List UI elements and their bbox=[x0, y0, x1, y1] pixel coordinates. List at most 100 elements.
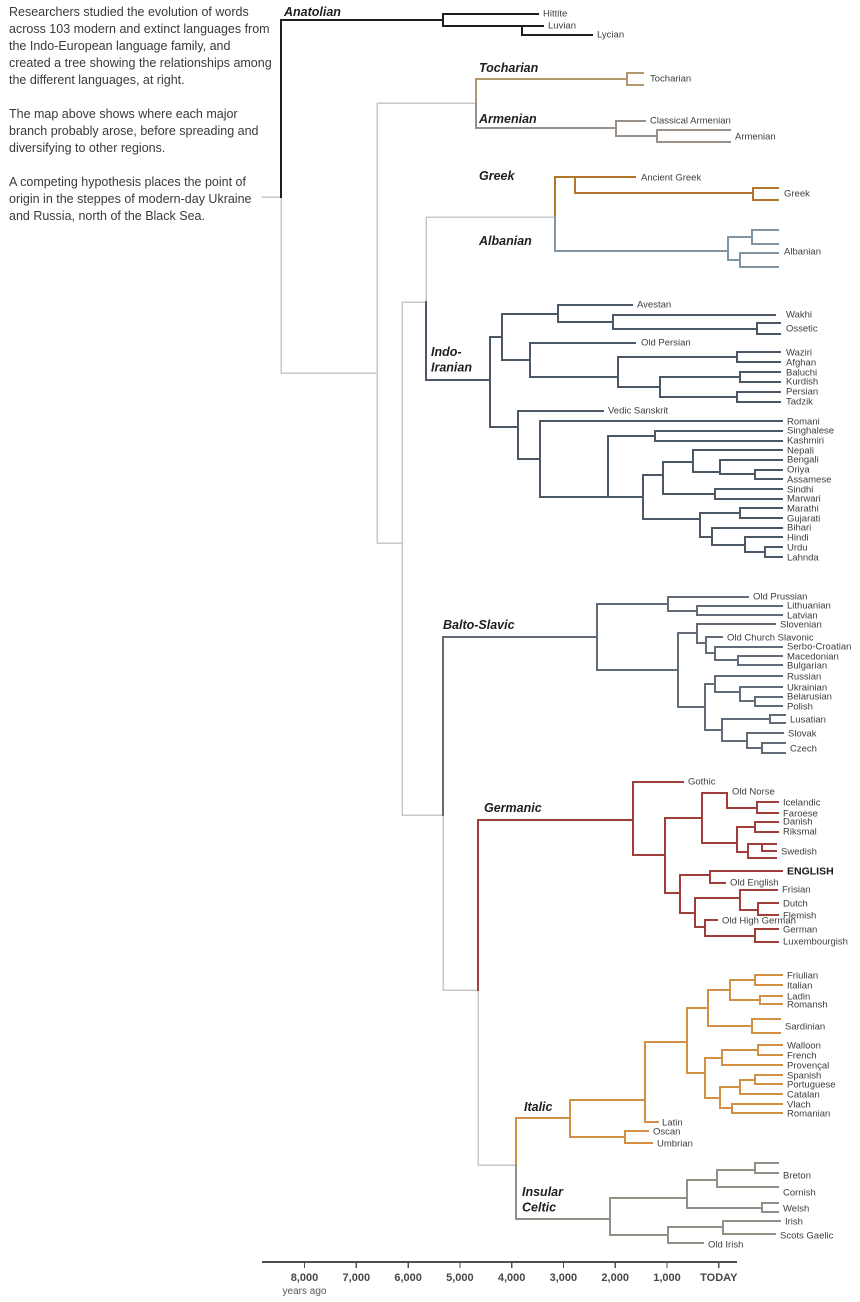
language-label-danish: Danish bbox=[783, 817, 813, 828]
branch-label-germanic: Germanic bbox=[484, 801, 542, 815]
language-label-latin: Latin bbox=[662, 1118, 683, 1129]
language-label-french: French bbox=[787, 1051, 817, 1062]
intro-paragraph-1: Researchers studied the evolution of wor… bbox=[9, 5, 272, 87]
timeline-tick-label-6-000: 6,000 bbox=[394, 1272, 422, 1284]
language-label-waziri: Waziri bbox=[786, 348, 812, 359]
language-label-classical-armenian: Classical Armenian bbox=[650, 116, 731, 127]
language-label-old-prussian: Old Prussian bbox=[753, 592, 807, 603]
language-label-lithuanian: Lithuanian bbox=[787, 601, 831, 612]
language-label-vedic-sanskrit: Vedic Sanskrit bbox=[608, 406, 669, 417]
language-label-macedonian: Macedonian bbox=[787, 652, 839, 663]
language-label-singhalese: Singhalese bbox=[787, 426, 834, 437]
language-label-marathi: Marathi bbox=[787, 504, 819, 515]
language-label-kashmiri: Kashmiri bbox=[787, 436, 824, 447]
language-label-luvian: Luvian bbox=[548, 21, 576, 32]
language-label-albanian: Albanian bbox=[784, 247, 821, 258]
language-label-welsh: Welsh bbox=[783, 1204, 809, 1215]
language-label-ukrainian: Ukrainian bbox=[787, 683, 827, 694]
intro-paragraph-3: A competing hypothesis places the point … bbox=[9, 175, 252, 223]
language-label-cornish: Cornish bbox=[783, 1188, 816, 1199]
language-label-gothic: Gothic bbox=[688, 777, 716, 788]
language-label-old-persian: Old Persian bbox=[641, 338, 691, 349]
timeline-tick-label-4-000: 4,000 bbox=[498, 1272, 526, 1284]
language-label-sindhi: Sindhi bbox=[787, 485, 813, 496]
language-label-bihari: Bihari bbox=[787, 523, 811, 534]
language-label-dutch: Dutch bbox=[783, 899, 808, 910]
language-label-friulian: Friulian bbox=[787, 971, 818, 982]
language-label-ladin: Ladin bbox=[787, 992, 810, 1003]
language-label-baluchi: Baluchi bbox=[786, 368, 817, 379]
language-label-persian: Persian bbox=[786, 387, 818, 398]
language-label-assamese: Assamese bbox=[787, 475, 831, 486]
language-label-english: ENGLISH bbox=[787, 866, 834, 878]
language-label-italian: Italian bbox=[787, 981, 812, 992]
language-label-oriya: Oriya bbox=[787, 465, 810, 476]
timeline-tick-label-8-000: 8,000 bbox=[291, 1272, 319, 1284]
timeline-tick-label-2-000: 2,000 bbox=[601, 1272, 629, 1284]
language-label-gujarati: Gujarati bbox=[787, 514, 820, 525]
language-label-luxembourgish: Luxembourgish bbox=[783, 937, 848, 948]
language-label-romani: Romani bbox=[787, 417, 820, 428]
language-label-breton: Breton bbox=[783, 1171, 811, 1182]
intro-text: Researchers studied the evolution of wor… bbox=[9, 4, 272, 242]
timeline-tick-label-1-000: 1,000 bbox=[653, 1272, 681, 1284]
language-label-frisian: Frisian bbox=[782, 885, 811, 896]
branch-label-balto-slavic: Balto-Slavic bbox=[443, 618, 515, 632]
timeline-tick-label-today: TODAY bbox=[700, 1272, 738, 1284]
language-label-lusatian: Lusatian bbox=[790, 715, 826, 726]
language-label-flemish: Flemish bbox=[783, 911, 816, 922]
branch-label-indo-iranian: Iranian bbox=[431, 361, 472, 375]
language-label-old-norse: Old Norse bbox=[732, 787, 775, 798]
branch-label-italic: Italic bbox=[524, 1100, 553, 1114]
language-label-romanian: Romanian bbox=[787, 1109, 830, 1120]
language-label-oscan: Oscan bbox=[653, 1127, 680, 1138]
language-label-polish: Polish bbox=[787, 702, 813, 713]
language-label-tocharian: Tocharian bbox=[650, 74, 691, 85]
language-label-lycian: Lycian bbox=[597, 30, 624, 41]
language-label-nepali: Nepali bbox=[787, 446, 814, 457]
language-label-avestan: Avestan bbox=[637, 300, 671, 311]
language-label-tadzik: Tadzik bbox=[786, 397, 813, 408]
language-label-lahnda: Lahnda bbox=[787, 553, 819, 564]
language-label-old-church-slavonic: Old Church Slavonic bbox=[727, 633, 814, 644]
language-label-romansh: Romansh bbox=[787, 1000, 828, 1011]
language-label-latvian: Latvian bbox=[787, 611, 818, 622]
language-label-spanish: Spanish bbox=[787, 1071, 821, 1082]
language-label-belarusian: Belarusian bbox=[787, 692, 832, 703]
branch-label-insular-celtic: Celtic bbox=[522, 1201, 556, 1215]
language-label-walloon: Walloon bbox=[787, 1041, 821, 1052]
language-label-swedish: Swedish bbox=[781, 847, 817, 858]
language-label-russian: Russian bbox=[787, 672, 821, 683]
language-label-catalan: Catalan bbox=[787, 1090, 820, 1101]
language-label-serbo-croatian: Serbo-Croatian bbox=[787, 642, 851, 653]
branch-label-greek: Greek bbox=[479, 169, 515, 183]
branch-label-tocharian: Tocharian bbox=[479, 61, 539, 75]
timeline-tick-label-3-000: 3,000 bbox=[550, 1272, 578, 1284]
language-label-marwari: Marwari bbox=[787, 494, 821, 505]
branch-label-insular-celtic: Insular bbox=[522, 1185, 564, 1199]
branch-label-armenian: Armenian bbox=[478, 112, 537, 126]
language-label-urdu: Urdu bbox=[787, 543, 808, 554]
language-label-irish: Irish bbox=[785, 1217, 803, 1228]
language-label-kurdish: Kurdish bbox=[786, 377, 818, 388]
timeline-tick-label-7-000: 7,000 bbox=[343, 1272, 371, 1284]
language-label-vlach: Vlach bbox=[787, 1100, 811, 1111]
language-label-icelandic: Icelandic bbox=[783, 798, 821, 809]
timeline-sub-label: years ago bbox=[283, 1286, 327, 1297]
branch-label-anatolian: Anatolian bbox=[283, 5, 341, 19]
language-label-hittite: Hittite bbox=[543, 9, 567, 20]
language-label-slovenian: Slovenian bbox=[780, 620, 822, 631]
language-label-ancient-greek: Ancient Greek bbox=[641, 173, 701, 184]
language-label-armenian: Armenian bbox=[735, 132, 776, 143]
language-label-old-irish: Old Irish bbox=[708, 1240, 743, 1251]
language-label-czech: Czech bbox=[790, 744, 817, 755]
language-label-proven-al: Provençal bbox=[787, 1061, 829, 1072]
language-label-german: German bbox=[783, 925, 817, 936]
language-label-afghan: Afghan bbox=[786, 358, 816, 369]
language-label-faroese: Faroese bbox=[783, 809, 818, 820]
language-label-sardinian: Sardinian bbox=[785, 1022, 825, 1033]
language-label-slovak: Slovak bbox=[788, 729, 817, 740]
timeline-tick-label-5-000: 5,000 bbox=[446, 1272, 474, 1284]
